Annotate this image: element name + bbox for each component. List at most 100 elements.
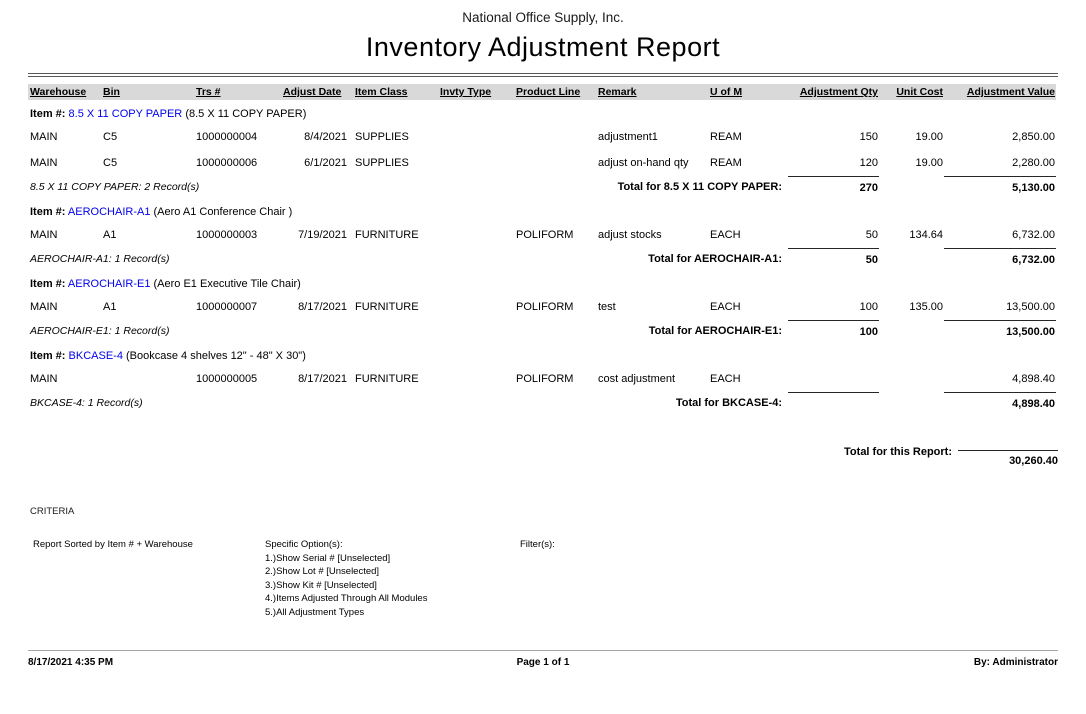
criteria-option: 3.)Show Kit # [Unselected]: [265, 579, 377, 591]
item-number-label: Item #:: [30, 108, 66, 120]
cell-value: 2,280.00: [1012, 157, 1055, 169]
item-code-link[interactable]: BKCASE-4: [68, 350, 123, 362]
cell-unit-cost: 135.00: [909, 301, 943, 313]
cell-bin: A1: [103, 229, 117, 241]
criteria-filters-label: Filter(s):: [520, 539, 555, 550]
group-total-value: 5,130.00: [944, 176, 1056, 198]
group-total-spacer: [879, 248, 944, 270]
report-total-label: Total for this Report:: [844, 446, 952, 458]
criteria-option: 5.)All Adjustment Types: [265, 606, 365, 618]
item-number-label: Item #:: [30, 206, 66, 218]
footer-user: By: Administrator: [973, 657, 1058, 668]
column-header-warehouse: Warehouse: [30, 86, 87, 98]
cell-remark: adjust stocks: [598, 229, 662, 241]
group-total-label: Total for 8.5 X 11 COPY PAPER:: [617, 181, 782, 193]
cell-warehouse: MAIN: [30, 229, 58, 241]
cell-invty-type: [438, 124, 514, 150]
group-total-qty: 50: [788, 248, 879, 270]
cell-adjust-date: 7/19/2021: [298, 229, 347, 241]
cell-bin: A1: [103, 301, 117, 313]
item-description: (8.5 X 11 COPY PAPER): [185, 108, 307, 120]
item-code-link[interactable]: 8.5 X 11 COPY PAPER: [68, 108, 183, 120]
cell-qty: 120: [859, 157, 878, 169]
cell-invty-type: [438, 150, 514, 176]
criteria-option: 4.)Items Adjusted Through All Modules: [265, 593, 428, 604]
criteria-sort: Report Sorted by Item # + Warehouse: [33, 539, 193, 550]
cell-adjust-date: 8/4/2021: [304, 131, 347, 143]
group-total-row: BKCASE-4: 1 Record(s) Total for BKCASE-4…: [28, 392, 1056, 414]
column-header-adjustment-value: Adjustment Value: [966, 86, 1055, 98]
cell-remark: test: [598, 301, 616, 313]
cell-invty-type: [438, 294, 514, 320]
table-row: MAIN C5 1000000004 8/4/2021 SUPPLIES adj…: [28, 124, 1056, 150]
cell-bin: C5: [103, 131, 118, 143]
group-total-qty: [788, 392, 879, 414]
criteria-options-label: Specific Option(s):: [265, 539, 343, 550]
column-header-bin: Bin: [103, 86, 120, 98]
page-title: Inventory Adjustment Report: [365, 32, 721, 62]
cell-product-line: POLIFORM: [516, 373, 574, 385]
cell-qty: [788, 366, 879, 392]
cell-item-class: SUPPLIES: [355, 131, 409, 143]
record-count: AEROCHAIR-E1: 1 Record(s): [30, 325, 170, 337]
cell-trs: 1000000005: [196, 373, 258, 385]
group-total-spacer: [879, 392, 944, 414]
column-header-adjustment-qty: Adjustment Qty: [799, 86, 878, 98]
title-divider: [28, 73, 1058, 77]
page-footer: 8/17/2021 4:35 PM Page 1 of 1 By: Admini…: [28, 650, 1058, 668]
cell-product-line: POLIFORM: [516, 229, 574, 241]
item-number-label: Item #:: [30, 350, 66, 362]
cell-bin: [101, 366, 194, 392]
cell-item-class: FURNITURE: [355, 373, 419, 385]
group-total-row: AEROCHAIR-A1: 1 Record(s) Total for AERO…: [28, 248, 1056, 270]
group-total-label: Total for BKCASE-4:: [675, 397, 782, 409]
cell-remark: adjust on-hand qty: [598, 157, 689, 169]
record-count: AEROCHAIR-A1: 1 Record(s): [30, 253, 170, 265]
column-header-adjust-date: Adjust Date: [283, 86, 342, 98]
cell-unit-cost: 134.64: [909, 229, 943, 241]
group-total-value: 4,898.40: [944, 392, 1056, 414]
cell-uofm: REAM: [710, 157, 742, 169]
table-row: MAIN A1 1000000003 7/19/2021 FURNITURE P…: [28, 222, 1056, 248]
item-group-header: Item #: 8.5 X 11 COPY PAPER (8.5 X 11 CO…: [30, 105, 1086, 124]
item-code-link[interactable]: AEROCHAIR-A1: [67, 206, 151, 218]
cell-trs: 1000000006: [196, 157, 258, 169]
table-row: MAIN C5 1000000006 6/1/2021 SUPPLIES adj…: [28, 150, 1056, 176]
column-header-item-class: Item Class: [355, 86, 408, 98]
column-header-uofm: U of M: [710, 86, 743, 98]
cell-value: 6,732.00: [1012, 229, 1055, 241]
cell-uofm: EACH: [710, 301, 741, 313]
column-header-row: Warehouse Bin Trs # Adjust Date Item Cla…: [28, 84, 1056, 100]
column-header-unit-cost: Unit Cost: [896, 86, 943, 98]
record-count: BKCASE-4: 1 Record(s): [30, 397, 143, 409]
record-count: 8.5 X 11 COPY PAPER: 2 Record(s): [30, 181, 200, 193]
cell-adjust-date: 6/1/2021: [304, 157, 347, 169]
group-total-qty: 100: [788, 320, 879, 342]
cell-adjust-date: 8/17/2021: [298, 373, 347, 385]
column-header-remark: Remark: [598, 86, 637, 98]
cell-warehouse: MAIN: [30, 301, 58, 313]
item-number-label: Item #:: [30, 278, 66, 290]
group-total-row: AEROCHAIR-E1: 1 Record(s) Total for AERO…: [28, 320, 1056, 342]
group-total-value: 6,732.00: [944, 248, 1056, 270]
cell-qty: 150: [859, 131, 878, 143]
item-group-header: Item #: AEROCHAIR-E1 (Aero E1 Executive …: [30, 275, 1086, 294]
cell-unit-cost: [879, 366, 944, 392]
criteria-section: CRITERIA Report Sorted by Item # + Wareh…: [30, 506, 1056, 619]
group-total-label: Total for AEROCHAIR-E1:: [648, 325, 782, 337]
cell-product-line: POLIFORM: [516, 301, 574, 313]
footer-page-number: Page 1 of 1: [516, 657, 570, 668]
cell-remark: adjustment1: [598, 131, 658, 143]
cell-trs: 1000000003: [196, 229, 258, 241]
cell-adjust-date: 8/17/2021: [298, 301, 347, 313]
cell-uofm: EACH: [710, 373, 741, 385]
cell-invty-type: [438, 366, 514, 392]
cell-value: 13,500.00: [1006, 301, 1055, 313]
cell-remark: cost adjustment: [598, 373, 676, 385]
column-header-product-line: Product Line: [516, 86, 581, 98]
cell-qty: 50: [865, 229, 878, 241]
group-total-qty: 270: [788, 176, 879, 198]
item-description: (Aero E1 Executive Tile Chair): [153, 278, 301, 290]
table-row: MAIN 1000000005 8/17/2021 FURNITURE POLI…: [28, 366, 1056, 392]
item-code-link[interactable]: AEROCHAIR-E1: [67, 278, 151, 290]
